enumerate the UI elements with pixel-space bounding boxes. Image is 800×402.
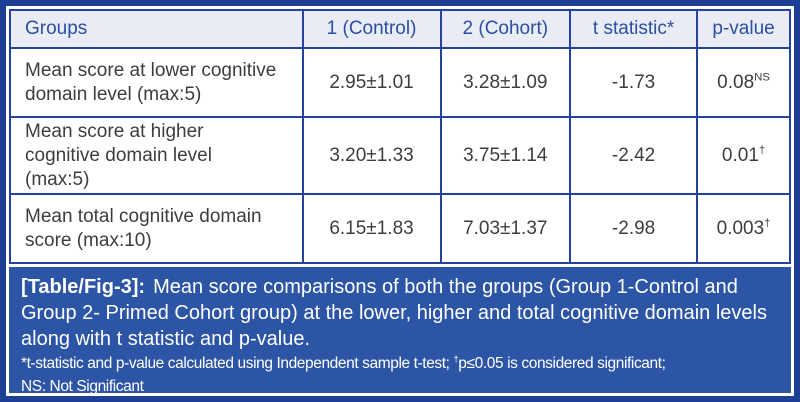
significance-marker: † [758, 144, 766, 157]
figure-caption: [Table/Fig-3]: Mean score comparisons of … [9, 267, 791, 393]
dagger-marker: † [453, 354, 459, 365]
t-statistic-value: -2.42 [569, 115, 699, 196]
header-groups: Groups [9, 9, 304, 49]
significance-marker: NS [754, 71, 770, 84]
header-t-statistic: t statistic* [569, 9, 699, 49]
p-value: 0.003† [696, 193, 791, 265]
statistics-footnote: *t-statistic and p-value calculated usin… [21, 354, 779, 375]
p-value-number: 0.01 [721, 144, 759, 166]
caption-text: [Table/Fig-3]: Mean score comparisons of … [21, 274, 779, 352]
control-value: 6.15±1.83 [301, 193, 442, 265]
results-table: Groups 1 (Control) 2 (Cohort) t statisti… [9, 9, 791, 265]
figure-number-label: [Table/Fig-3]: [21, 276, 146, 299]
control-value: 2.95±1.01 [301, 47, 442, 118]
ns-footnote: NS: Not Significant [21, 378, 144, 393]
table-row: Mean score at higher cognitive domain le… [9, 115, 791, 196]
row-label: Mean score at higher cognitive domain le… [9, 115, 304, 196]
header-cohort: 2 (Cohort) [439, 9, 572, 49]
t-statistic-value: -2.98 [569, 193, 699, 265]
cohort-value: 7.03±1.37 [439, 193, 572, 265]
row-label: Mean total cognitive domain score (max:1… [9, 193, 304, 265]
p-value: 0.01† [696, 115, 791, 196]
footnote-significance: p≤0.05 is considered significant; [458, 355, 666, 373]
p-value-number: 0.08 [717, 71, 755, 93]
table-row: Mean score at lower cognitive domain lev… [9, 47, 791, 118]
control-value: 3.20±1.33 [301, 115, 442, 196]
footnote-ttest: *t-statistic and p-value calculated usin… [21, 355, 454, 373]
cohort-value: 3.28±1.09 [439, 47, 572, 118]
header-control: 1 (Control) [301, 9, 442, 49]
cohort-value: 3.75±1.14 [439, 115, 572, 196]
header-p-value: p-value [696, 9, 791, 49]
p-value: 0.08NS [696, 47, 791, 118]
table-row: Mean total cognitive domain score (max:1… [9, 193, 791, 265]
caption-description: Mean score comparisons of both the group… [21, 276, 767, 351]
table-header-row: Groups 1 (Control) 2 (Cohort) t statisti… [9, 9, 791, 49]
p-value-number: 0.003 [716, 217, 765, 239]
row-label: Mean score at lower cognitive domain lev… [9, 47, 304, 118]
t-statistic-value: -1.73 [569, 47, 699, 118]
significance-marker: † [764, 217, 771, 230]
